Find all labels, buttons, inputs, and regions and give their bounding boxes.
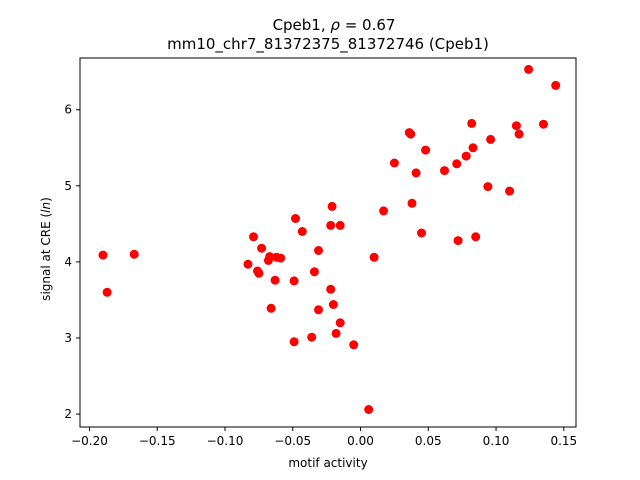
x-tick-label-7: 0.15 xyxy=(550,434,577,448)
y-tick-label-1: 3 xyxy=(64,331,72,345)
data-point-47 xyxy=(483,182,493,192)
data-point-32 xyxy=(379,206,389,216)
data-point-27 xyxy=(335,220,345,230)
data-point-36 xyxy=(407,198,417,208)
data-point-1 xyxy=(102,287,112,297)
data-point-9 xyxy=(265,252,275,262)
y-axis-label-suffix: ) xyxy=(39,197,53,202)
points-layer xyxy=(98,64,561,414)
data-point-48 xyxy=(486,134,496,144)
data-point-49 xyxy=(505,186,515,196)
data-point-35 xyxy=(406,129,416,139)
data-point-6 xyxy=(254,268,264,278)
data-point-31 xyxy=(369,252,379,262)
data-point-38 xyxy=(417,228,426,238)
data-point-0 xyxy=(98,250,108,260)
chart-title-line2: mm10_chr7_81372375_81372746 (Cpeb1) xyxy=(167,35,489,54)
chart-title-line1: Cpeb1, ρ = 0.67 xyxy=(273,16,396,34)
data-point-14 xyxy=(289,276,299,286)
y-axis-label-italic: ln xyxy=(39,202,53,213)
x-tick-label-6: 0.10 xyxy=(483,434,510,448)
x-tick-label-0: −0.20 xyxy=(71,434,108,448)
data-point-22 xyxy=(326,220,336,230)
data-point-54 xyxy=(551,80,561,90)
data-point-30 xyxy=(364,405,374,414)
x-tick-label-3: −0.05 xyxy=(274,434,311,448)
data-point-50 xyxy=(511,121,521,131)
data-point-41 xyxy=(452,159,462,169)
data-point-53 xyxy=(539,119,548,129)
data-point-33 xyxy=(389,158,399,168)
data-point-40 xyxy=(440,166,449,176)
data-point-10 xyxy=(266,303,276,313)
data-point-19 xyxy=(309,267,319,277)
ticks-layer: −0.20 −0.15 −0.10 −0.05 0.00 0.05 0.10 0.15 2 3 4 5… xyxy=(64,103,577,448)
data-point-51 xyxy=(514,129,524,139)
x-tick-label-4: 0.00 xyxy=(347,434,374,448)
data-point-39 xyxy=(421,145,431,155)
y-axis-label: signal at CRE (ln) xyxy=(39,197,53,301)
data-point-3 xyxy=(243,259,253,269)
data-point-25 xyxy=(328,300,338,309)
data-point-45 xyxy=(468,143,478,153)
y-tick-label-2: 4 xyxy=(64,255,72,269)
data-point-24 xyxy=(326,284,336,294)
data-point-52 xyxy=(524,64,534,74)
data-point-42 xyxy=(453,236,463,246)
data-point-4 xyxy=(249,232,258,242)
title-rho-value: = 0.67 xyxy=(340,16,396,34)
x-tick-label-2: −0.10 xyxy=(207,434,244,448)
data-point-17 xyxy=(297,227,307,236)
data-point-7 xyxy=(257,243,267,253)
data-point-46 xyxy=(471,232,481,242)
data-point-23 xyxy=(327,201,337,211)
data-point-44 xyxy=(467,118,477,128)
data-point-18 xyxy=(307,332,317,342)
data-point-2 xyxy=(129,249,139,259)
data-point-16 xyxy=(289,337,299,347)
data-point-26 xyxy=(331,328,341,338)
x-axis-label: motif activity xyxy=(288,456,367,470)
title-gene-text: Cpeb1, xyxy=(273,16,331,34)
data-point-11 xyxy=(270,275,280,285)
y-tick-label-4: 6 xyxy=(64,103,72,117)
chart-title: Cpeb1, ρ = 0.67 mm10_chr7_81372375_81372… xyxy=(167,16,489,54)
data-point-21 xyxy=(314,305,323,315)
x-tick-label-5: 0.05 xyxy=(415,434,442,448)
data-point-43 xyxy=(461,151,471,161)
data-point-29 xyxy=(349,340,359,350)
plot-frame xyxy=(79,57,577,428)
data-point-13 xyxy=(276,253,286,263)
title-rho-symbol: ρ xyxy=(330,16,340,34)
data-point-28 xyxy=(335,318,345,328)
data-point-37 xyxy=(411,168,421,178)
x-tick-label-1: −0.15 xyxy=(139,434,176,448)
data-point-20 xyxy=(314,246,323,255)
data-point-15 xyxy=(291,214,300,223)
y-axis-label-prefix: signal at CRE ( xyxy=(39,213,53,301)
y-tick-label-0: 2 xyxy=(64,407,72,421)
y-tick-label-3: 5 xyxy=(64,179,72,193)
